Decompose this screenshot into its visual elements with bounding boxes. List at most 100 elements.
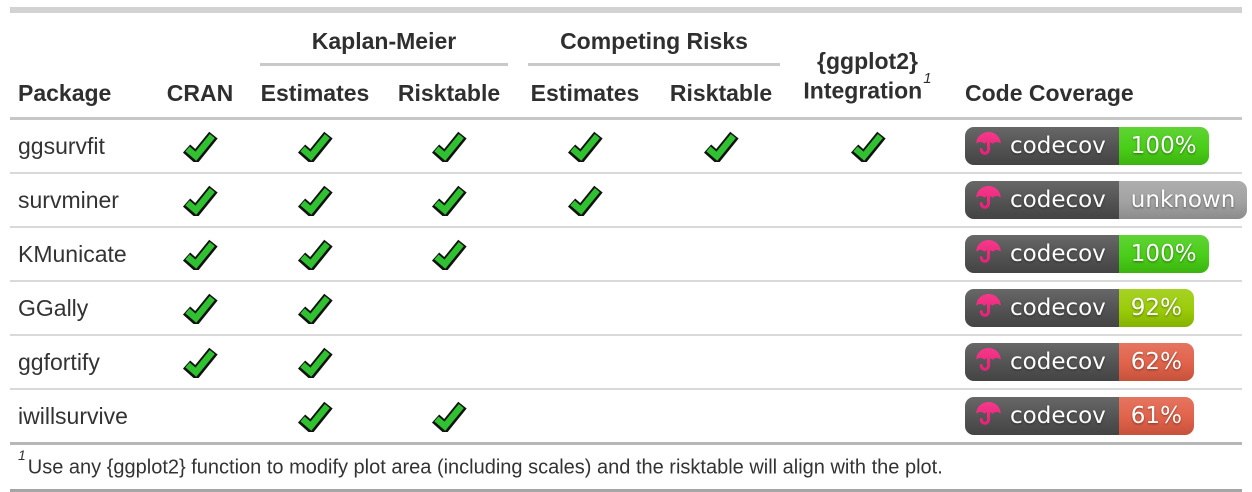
check-icon <box>182 239 218 270</box>
spanner-kaplan-meier: Kaplan-Meier <box>260 20 508 66</box>
codecov-umbrella-icon <box>974 291 1003 326</box>
check-icon <box>431 239 467 270</box>
cr-risktable-cell <box>652 401 790 432</box>
codecov-badge[interactable]: codecov 61% <box>965 397 1194 435</box>
codecov-badge-value: 92% <box>1118 289 1194 327</box>
package-name: survminer <box>18 186 119 213</box>
codecov-badge-label: codecov <box>1010 241 1106 267</box>
column-header-km-estimates: Estimates <box>260 80 370 106</box>
check-icon <box>431 185 467 216</box>
cran-cell <box>150 185 250 216</box>
cr-estimates-cell <box>518 293 652 324</box>
check-icon <box>182 131 218 162</box>
cr-estimates-cell <box>518 401 652 432</box>
codecov-badge[interactable]: codecov 92% <box>965 289 1194 327</box>
codecov-umbrella-icon <box>974 183 1003 218</box>
codecov-badge[interactable]: codecov unknown <box>965 181 1248 219</box>
package-name: GGally <box>18 294 89 321</box>
table-top-border <box>10 7 1242 13</box>
codecov-badge-label-section: codecov <box>965 289 1119 327</box>
table-row-ggally: GGally codecov 92% <box>10 280 1242 334</box>
check-icon <box>182 185 218 216</box>
ggplot2-header-line1: {ggplot2} <box>817 47 918 74</box>
check-icon <box>297 401 333 432</box>
codecov-badge-label-section: codecov <box>965 181 1119 219</box>
cr-risktable-cell <box>652 185 790 216</box>
table-footnote: 1Use any {ggplot2} function to modify pl… <box>10 445 1242 489</box>
check-icon <box>182 293 218 324</box>
km-risktable-cell <box>380 185 518 216</box>
km-estimates-cell <box>250 239 380 270</box>
column-header-cran: CRAN <box>166 80 234 106</box>
codecov-badge-label: codecov <box>1010 133 1106 159</box>
spanner-competing-risks: Competing Risks <box>528 20 780 66</box>
column-header-km-risktable: Risktable <box>397 80 501 106</box>
table-row-ggfortify: ggfortify codecov 62% <box>10 334 1242 388</box>
cran-cell <box>150 347 250 378</box>
codecov-badge-value: 62% <box>1118 343 1194 381</box>
ggplot2-integration-cell <box>790 347 945 378</box>
codecov-badge[interactable]: codecov 100% <box>965 127 1209 165</box>
check-icon <box>297 131 333 162</box>
code-coverage-cell: codecov 92% <box>945 289 1242 327</box>
package-name: KMunicate <box>18 240 127 267</box>
ggplot2-integration-cell <box>790 239 945 270</box>
package-name: ggsurvfit <box>18 132 105 159</box>
codecov-badge-label: codecov <box>1010 187 1106 213</box>
cran-cell <box>150 239 250 270</box>
table-row-kmunicate: KMunicate codecov 100% <box>10 226 1242 280</box>
check-icon <box>297 347 333 378</box>
header-rule <box>10 117 1242 120</box>
codecov-badge[interactable]: codecov 62% <box>965 343 1194 381</box>
footnote-rule <box>10 442 1242 445</box>
ggplot2-integration-cell <box>790 185 945 216</box>
code-coverage-cell: codecov 100% <box>945 127 1242 165</box>
package-name: iwillsurvive <box>18 402 128 429</box>
codecov-umbrella-icon <box>974 399 1003 434</box>
cr-risktable-cell <box>652 239 790 270</box>
footnote-mark: 1 <box>18 447 26 463</box>
code-coverage-cell: codecov unknown <box>945 181 1248 219</box>
km-estimates-cell <box>250 347 380 378</box>
check-icon <box>850 131 886 162</box>
cr-estimates-cell <box>518 131 652 162</box>
table-row-ggsurvfit: ggsurvfit codecov 100% <box>10 120 1242 172</box>
cran-cell <box>150 401 250 432</box>
cr-risktable-cell <box>652 293 790 324</box>
check-icon <box>431 401 467 432</box>
km-estimates-cell <box>250 293 380 324</box>
package-name: ggfortify <box>18 348 100 375</box>
codecov-badge-value: 61% <box>1118 397 1194 435</box>
column-header-cr-estimates: Estimates <box>530 80 640 106</box>
cr-risktable-cell <box>652 347 790 378</box>
cran-cell <box>150 293 250 324</box>
table-row-iwillsurvive: iwillsurvive codecov 61% <box>10 388 1242 442</box>
km-risktable-cell <box>380 131 518 162</box>
check-icon <box>182 347 218 378</box>
km-risktable-cell <box>380 239 518 270</box>
check-icon <box>297 293 333 324</box>
codecov-badge-label-section: codecov <box>965 343 1119 381</box>
ggplot2-header-line2: Integration <box>803 78 923 105</box>
column-header-ggplot2-integration: {ggplot2} Integration1 <box>790 47 945 117</box>
table-header: Kaplan-Meier Competing Risks Package CRA… <box>10 13 1242 117</box>
cr-estimates-cell <box>518 185 652 216</box>
km-estimates-cell <box>250 131 380 162</box>
check-icon <box>567 185 603 216</box>
codecov-umbrella-icon <box>974 345 1003 380</box>
table-row-survminer: survminer codecov unknown <box>10 172 1248 226</box>
codecov-badge-label: codecov <box>1010 349 1106 375</box>
km-estimates-cell <box>250 401 380 432</box>
ggplot2-integration-cell <box>790 293 945 324</box>
check-icon <box>297 239 333 270</box>
codecov-badge-value: unknown <box>1118 181 1248 219</box>
cr-estimates-cell <box>518 239 652 270</box>
codecov-badge-label-section: codecov <box>965 127 1119 165</box>
codecov-umbrella-icon <box>974 129 1003 164</box>
column-header-code-coverage: Code Coverage <box>965 80 1134 106</box>
codecov-badge[interactable]: codecov 100% <box>965 235 1209 273</box>
check-icon <box>703 131 739 162</box>
codecov-badge-label: codecov <box>1010 295 1106 321</box>
code-coverage-cell: codecov 62% <box>945 343 1242 381</box>
